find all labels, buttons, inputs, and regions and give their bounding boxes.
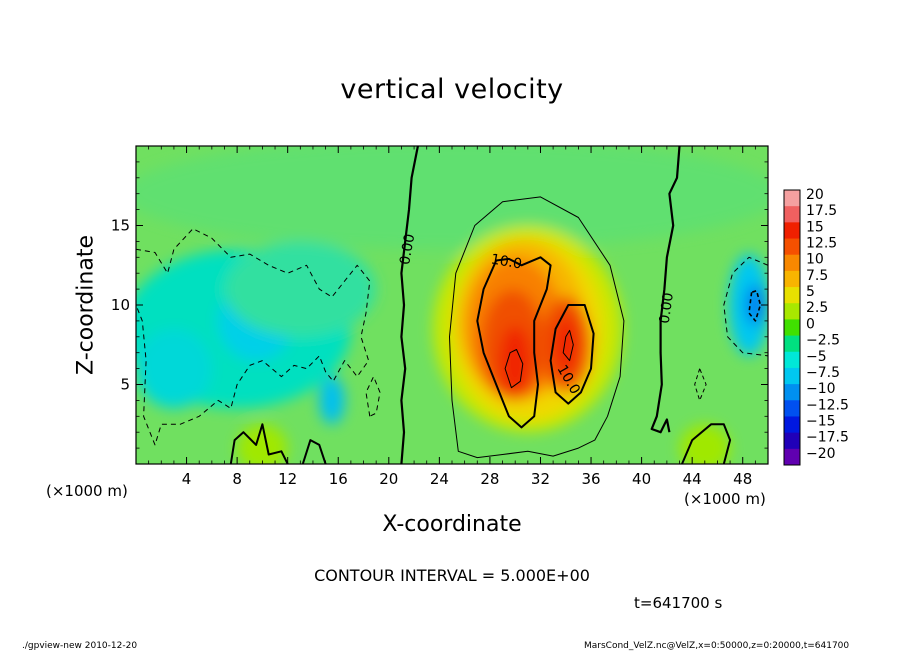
x-tick-label-3: 16 (329, 470, 348, 488)
field-blob-0 (136, 146, 768, 250)
field-layer (136, 146, 768, 464)
ten-contour-right (549, 304, 595, 405)
x-tick-label-8: 36 (581, 470, 600, 488)
colorbar-swatch-7 (784, 303, 800, 320)
colorbar-swatch-14 (784, 416, 800, 434)
contour-label-1: 10.0 (490, 251, 523, 272)
field-blob-4 (319, 376, 345, 425)
colorbar-label-14: −15 (806, 413, 836, 429)
footer-source: MarsCond_VelZ.nc@VelZ,x=0:50000,z=0:2000… (584, 641, 850, 651)
blob-group (136, 146, 768, 464)
colorbar-label-1: 17.5 (806, 203, 837, 219)
footer-program: ./gpview-new 2010-12-20 (22, 641, 138, 651)
bottom-contour-right (681, 423, 732, 464)
x-axis: 4 8 12 16 20 24 28 32 36 40 44 48 (148, 146, 756, 488)
colorbar-label-2: 15 (806, 219, 824, 235)
colorbar-swatch-4 (784, 254, 800, 272)
velocity-field (136, 146, 768, 464)
x-tick-label-10: 44 (683, 470, 702, 488)
contour-interval: CONTOUR INTERVAL = 5.000E+00 (314, 566, 590, 585)
colorbar-swatch-9 (784, 335, 800, 353)
colorbar-swatch-6 (784, 287, 800, 304)
fifteen-contour-right (562, 329, 574, 362)
zero-contour-left (400, 146, 419, 464)
bottom-contour-left (229, 423, 289, 464)
x-tick-label-11: 48 (733, 470, 752, 488)
colorbar-label-13: −12.5 (806, 397, 849, 413)
x-unit-label-right: (×1000 m) (684, 490, 766, 508)
colorbar-swatch-1 (784, 206, 800, 223)
x-tick-label-2: 12 (278, 470, 297, 488)
neg-contour-right (723, 256, 768, 357)
x-tick-label-1: 8 (232, 470, 242, 488)
neg-contour-small (694, 368, 707, 401)
chart-title: vertical velocity (340, 74, 564, 105)
colorbar-swatch-8 (784, 319, 800, 337)
x-tick-label-0: 4 (182, 470, 192, 488)
colorbar-label-16: −20 (806, 446, 836, 462)
neg-contour-right-core (748, 289, 762, 322)
colorbar-label-10: −5 (806, 349, 827, 365)
contour-label-3: 0.00 (657, 292, 677, 325)
y-tick-label-2: 15 (111, 217, 130, 235)
colorbar-label-4: 10 (806, 252, 824, 268)
time-stamp: t=641700 s (634, 594, 723, 612)
colorbar-swatch-0 (784, 190, 800, 207)
bottom-contour-mid (301, 439, 327, 464)
colorbar-label-3: 12.5 (806, 236, 837, 252)
y-axis: 5 10 15 (111, 161, 768, 449)
field-blob-3 (136, 328, 212, 409)
x-tick-label-9: 40 (632, 470, 651, 488)
colorbar-label-12: −10 (806, 381, 836, 397)
colorbar-frame (783, 189, 801, 466)
y-axis-label: Z-coordinate (73, 235, 99, 375)
colorbar-label-15: −17.5 (806, 430, 849, 446)
colorbar-swatch-12 (784, 384, 800, 401)
colorbar-label-6: 5 (806, 284, 815, 300)
field-blob-17 (679, 424, 731, 464)
colorbar-swatch-5 (784, 270, 800, 288)
ten-contour-left (476, 256, 552, 429)
contour-lines (136, 146, 768, 464)
y-tick-label-0: 5 (120, 376, 130, 394)
colorbar-label-8: 0 (806, 316, 815, 332)
updraft-outer-contour (449, 196, 625, 459)
colorbar-swatch-16 (784, 448, 800, 466)
contour-layer (136, 146, 768, 464)
colorbar-label-0: 20 (806, 187, 824, 203)
colorbar-label-11: −7.5 (806, 365, 840, 381)
zero-contour-right (650, 146, 681, 434)
colorbar-swatch-10 (784, 351, 800, 369)
neg-contour-left (136, 228, 371, 446)
colorbar-label-9: −2.5 (806, 333, 840, 349)
neg-contour-island (365, 376, 381, 417)
colorbar-swatch-11 (784, 367, 800, 385)
contour-label-0: 0.00 (397, 233, 418, 266)
field-blob-15 (553, 316, 579, 374)
field-blob-14 (498, 325, 532, 396)
colorbar-label-5: 7.5 (806, 268, 828, 284)
x-tick-label-5: 24 (430, 470, 449, 488)
x-unit-label-left: (×1000 m) (46, 482, 128, 500)
field-blob-5 (224, 241, 377, 337)
colorbar-swatch-3 (784, 238, 800, 256)
colorbar: 2017.51512.5107.552.50−2.5−5−7.5−10−12.5… (783, 187, 849, 466)
x-tick-label-7: 32 (531, 470, 550, 488)
y-tick-label-1: 10 (111, 296, 130, 314)
x-tick-label-6: 28 (480, 470, 499, 488)
x-axis-label: X-coordinate (382, 512, 522, 537)
colorbar-swatch-2 (784, 222, 800, 240)
fifteen-contour-left (504, 349, 524, 389)
colorbar-swatch-15 (784, 432, 800, 450)
x-tick-label-4: 20 (379, 470, 398, 488)
field-blob-16 (237, 424, 288, 464)
colorbar-label-7: 2.5 (806, 300, 828, 316)
colorbar-swatch-13 (784, 400, 800, 417)
